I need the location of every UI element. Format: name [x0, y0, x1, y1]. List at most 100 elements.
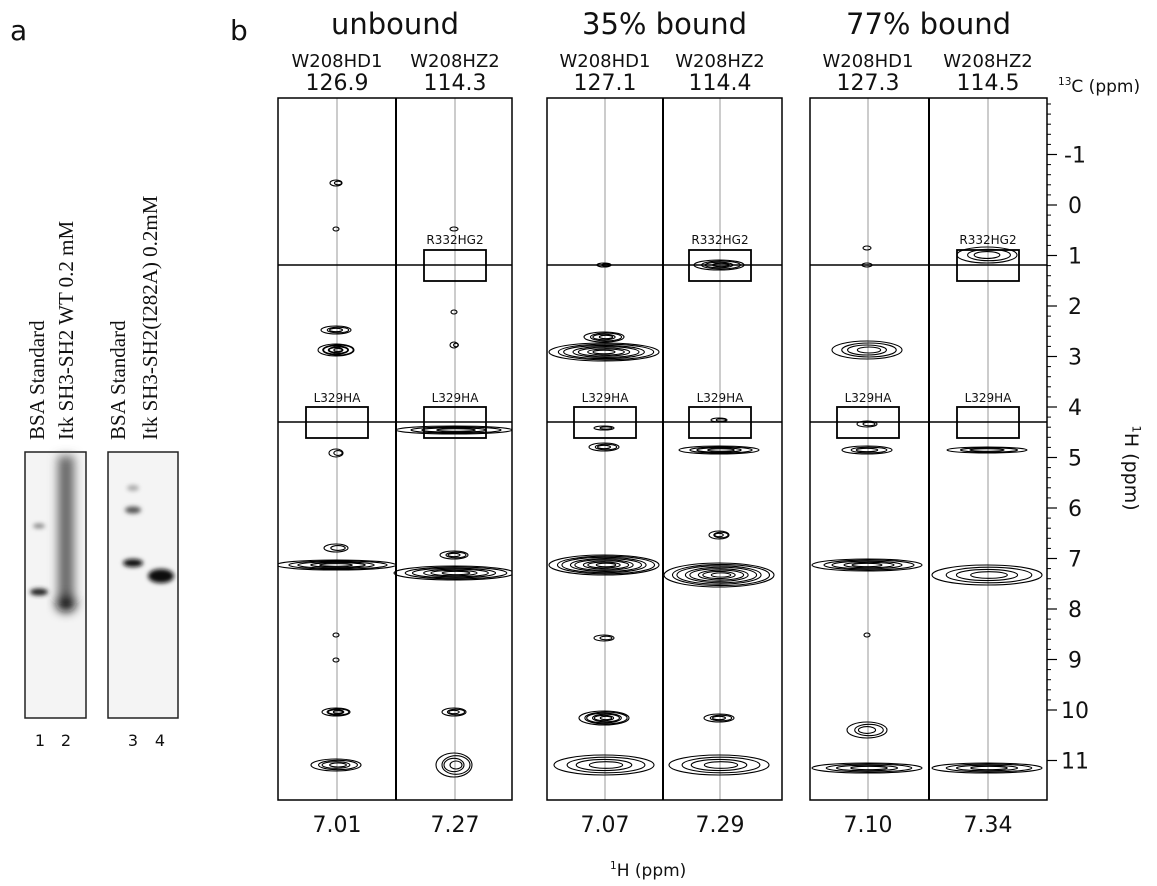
contour	[563, 344, 645, 360]
contour	[681, 756, 761, 774]
spectrum-group	[811, 98, 1043, 800]
peak-label: L329HA	[965, 391, 1013, 405]
lane-number: 2	[61, 731, 71, 750]
contour	[863, 632, 871, 638]
contour	[598, 334, 614, 340]
contour	[448, 709, 460, 715]
contour	[450, 309, 458, 315]
contour	[439, 550, 469, 560]
contour	[588, 761, 624, 769]
axis-label-text: C (ppm)	[1071, 77, 1140, 97]
contour	[592, 333, 616, 341]
lane-number: 1	[35, 731, 45, 750]
contour	[582, 560, 630, 570]
peak-label: L329HA	[845, 391, 893, 405]
strip-carbon: 114.4	[689, 71, 752, 96]
contour	[410, 426, 502, 434]
strip-name: W208HD1	[291, 51, 382, 72]
contour	[599, 715, 613, 721]
contour	[715, 418, 727, 422]
group-title: 35% bound	[582, 7, 747, 41]
peak-label: L329HA	[432, 391, 480, 405]
contour	[599, 635, 613, 641]
contour	[663, 562, 775, 588]
axis-label-text: H (ppm)	[1120, 433, 1142, 511]
strip-carbon: 127.3	[837, 71, 900, 96]
group-title: unbound	[331, 7, 459, 41]
strip-carbon: 127.1	[574, 71, 637, 96]
strip-name: W208HZ2	[675, 51, 764, 72]
contour	[959, 447, 1019, 453]
axis-label-text: H (ppm)	[617, 861, 687, 881]
contour	[333, 450, 343, 456]
contour	[969, 448, 1005, 452]
contour	[318, 759, 358, 771]
contour	[435, 752, 473, 778]
panel-label: b	[230, 14, 248, 47]
lane-number: 3	[128, 731, 138, 750]
contour	[946, 446, 1028, 454]
contour	[595, 562, 617, 568]
axis-label-sup: 1	[1130, 425, 1144, 433]
contour	[594, 443, 618, 451]
contour	[712, 715, 726, 721]
contour	[843, 561, 895, 569]
contour	[593, 425, 615, 431]
strip-name: W208HZ2	[943, 51, 1032, 72]
contour	[825, 763, 913, 773]
axis-label: 13C (ppm)	[1058, 76, 1140, 97]
contour	[327, 709, 345, 715]
y-tick-label: 4	[1068, 396, 1082, 421]
peak-label: L329HA	[697, 391, 745, 405]
contour	[310, 562, 366, 568]
contour	[714, 532, 724, 538]
contour	[710, 572, 732, 578]
strip-proton: 7.27	[431, 813, 480, 838]
contour	[931, 762, 1043, 774]
contour	[973, 251, 1001, 259]
contour	[447, 552, 461, 558]
strip-proton: 7.01	[313, 813, 362, 838]
contour	[548, 554, 660, 576]
lane-label: Itk SH3-SH2(I282A) 0.2mM	[138, 195, 162, 440]
panel-b: unboundW208HD1126.97.01L329HAW208HZ2114.…	[277, 7, 1144, 881]
contour	[323, 543, 349, 553]
y-tick-label: 1	[1068, 245, 1082, 270]
y-tick-label: 3	[1068, 346, 1082, 371]
contour	[393, 565, 512, 581]
contour	[811, 558, 923, 572]
contour	[326, 326, 350, 334]
contour	[697, 569, 745, 581]
contour	[566, 756, 646, 774]
strip-proton: 7.29	[696, 813, 745, 838]
y-tick-label: 0	[1068, 194, 1082, 219]
contour	[589, 332, 623, 342]
contour	[593, 634, 615, 642]
axis-label-sup: 1	[610, 860, 617, 872]
contour	[856, 346, 882, 354]
contour	[332, 632, 340, 638]
gel-bands	[30, 485, 174, 596]
contour	[955, 568, 1019, 582]
contour	[847, 344, 887, 356]
contour	[831, 340, 903, 360]
contour	[333, 348, 343, 352]
lane-label: BSA Standard	[106, 320, 130, 440]
contour	[862, 245, 872, 251]
contour	[561, 556, 647, 574]
peak-label: L329HA	[582, 391, 630, 405]
contour	[574, 559, 634, 571]
strip-carbon: 114.3	[424, 71, 487, 96]
axis-label-sup: 13	[1058, 76, 1071, 88]
strip-name: W208HD1	[822, 51, 913, 72]
contour	[703, 761, 739, 769]
contour	[330, 545, 346, 551]
contour	[678, 445, 760, 455]
axis-label: 1H (ppm)	[1120, 425, 1144, 510]
contour	[591, 713, 621, 723]
contour	[333, 180, 343, 186]
strip-name: W208HZ2	[410, 51, 499, 72]
contour	[577, 347, 631, 357]
contour	[851, 562, 883, 568]
